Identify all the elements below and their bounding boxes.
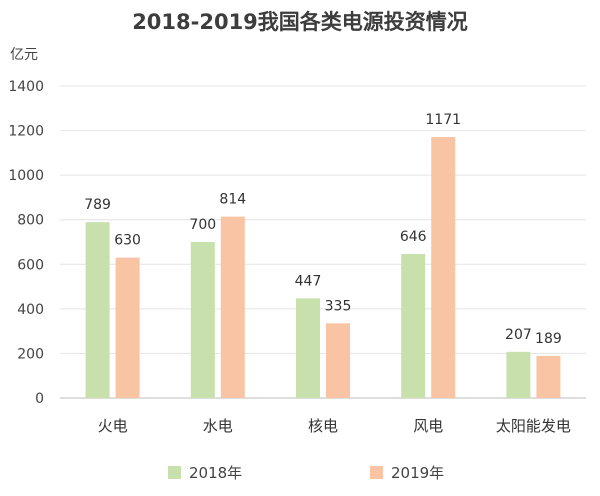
legend-label-2018: 2018年	[189, 464, 243, 482]
legend-item-2019: 2019年	[370, 462, 444, 483]
data-label: 335	[325, 298, 352, 314]
x-tick-label: 核电	[308, 417, 338, 435]
gridlines	[60, 85, 586, 399]
data-label: 789	[84, 197, 111, 213]
data-label: 189	[535, 331, 562, 347]
y-tick-label: 600	[17, 257, 44, 273]
y-tick-label: 1400	[8, 79, 44, 95]
bar-2018年-核电	[296, 298, 320, 398]
data-label: 207	[505, 327, 532, 343]
bar-2018年-水电	[190, 242, 215, 398]
legend-label-2019: 2019年	[391, 464, 445, 482]
bar-2018年-火电	[85, 222, 110, 398]
x-tick-label: 水电	[203, 417, 233, 435]
legend-swatch-2018	[168, 466, 181, 479]
y-axis-unit-label: 亿元	[10, 47, 38, 63]
bar-2018年-太阳能发电	[506, 351, 531, 398]
bar-2019年-风电	[431, 137, 456, 398]
bars	[85, 137, 561, 398]
y-axis-ticks: 0 200 400 600 800 1000 1200 1400	[8, 79, 44, 407]
bar-2018年-风电	[401, 254, 426, 398]
legend-swatch-2019	[370, 466, 383, 479]
y-tick-label: 200	[17, 346, 44, 362]
x-axis-ticks: 火电 水电 核电 风电 太阳能发电	[98, 417, 571, 435]
x-tick-label: 火电	[98, 417, 128, 435]
x-tick-label: 太阳能发电	[496, 417, 571, 435]
y-tick-label: 1000	[8, 168, 44, 184]
y-tick-label: 400	[17, 302, 44, 318]
data-label: 814	[219, 192, 246, 208]
legend: 2018年 2019年	[0, 462, 600, 484]
bar-2019年-太阳能发电	[536, 355, 561, 398]
data-label: 1171	[425, 112, 461, 128]
data-label: 630	[114, 233, 141, 249]
bar-2019年-水电	[220, 216, 245, 398]
bar-2019年-火电	[115, 257, 140, 398]
x-tick-label: 风电	[413, 417, 443, 435]
data-label: 700	[189, 217, 216, 233]
data-label: 447	[295, 273, 322, 289]
bar-2019年-核电	[326, 323, 350, 398]
y-tick-label: 0	[35, 391, 44, 407]
y-tick-label: 1200	[8, 124, 44, 140]
y-tick-label: 800	[17, 213, 44, 229]
data-label: 646	[400, 229, 427, 245]
chart-title: 2018-2019我国各类电源投资情况	[132, 10, 468, 34]
legend-item-2018: 2018年	[168, 462, 242, 483]
